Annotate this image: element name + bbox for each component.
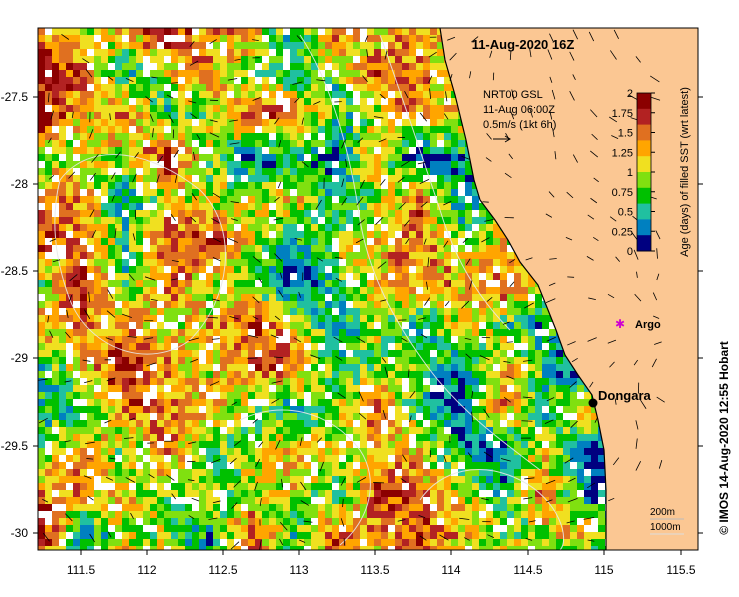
colorbar-tick-label: 0.25 — [612, 226, 633, 238]
y-tick-label: -28.5 — [1, 264, 29, 278]
credit-text: © IMOS 14-Aug-2020 12:55 Hobart — [717, 341, 731, 535]
x-tick-label: 114.5 — [513, 563, 542, 577]
colorbar-segment — [637, 204, 651, 220]
x-tick-label: 112.5 — [208, 563, 237, 577]
colorbar-tick-label: 1.25 — [612, 147, 633, 159]
colorbar-segment — [637, 156, 651, 172]
colorbar-tick-label: 2 — [627, 88, 633, 100]
isobath-200m: 200m — [650, 507, 675, 518]
y-tick-label: -29 — [11, 351, 29, 365]
black-dot-icon — [589, 399, 598, 408]
argo-label: Argo — [635, 319, 661, 331]
colorbar-segment — [637, 188, 651, 204]
y-tick-label: -29.5 — [1, 439, 29, 453]
colorbar-segment — [637, 172, 651, 188]
x-tick-label: 112 — [137, 563, 156, 577]
colorbar-tick-label: 1.5 — [618, 128, 633, 140]
colorbar-tick-label: 0.75 — [612, 187, 633, 199]
isobath-1000m: 1000m — [650, 522, 681, 533]
place-argo: ✱ Argo — [615, 317, 661, 331]
x-tick-label: 113 — [289, 563, 308, 577]
current-scale: 0.5m/s (1kt 6h) — [483, 119, 556, 131]
x-tick-label: 115 — [594, 563, 613, 577]
colorbar-segment — [637, 109, 651, 125]
magenta-star-icon: ✱ — [615, 317, 625, 331]
x-tick-label: 111.5 — [67, 563, 96, 577]
x-tick-label: 115.5 — [666, 563, 695, 577]
x-tick-label: 113.5 — [360, 563, 389, 577]
y-tick-label: -27.5 — [1, 90, 29, 104]
current-time: 11-Aug 06:00Z — [483, 104, 555, 116]
dongara-label: Dongara — [598, 388, 652, 403]
colorbar-tick-label: 0.5 — [618, 207, 633, 219]
colorbar-tick-label: 0 — [627, 246, 633, 258]
colorbar-segment — [637, 219, 651, 235]
colorbar-label: Age (days) of filled SST (wrt latest) — [679, 87, 691, 257]
y-tick-label: -30 — [11, 526, 29, 540]
x-tick-label: 114 — [441, 563, 460, 577]
colorbar-tick-label: 1.75 — [612, 108, 633, 120]
x-axis: 111.5 112 112.5 113 113.5 114 114.5 115 115.5 — [67, 550, 696, 577]
map-title: 11-Aug-2020 16Z — [472, 37, 575, 52]
colorbar-segment — [637, 125, 651, 141]
colorbar-segment — [637, 93, 651, 109]
current-product: NRT00 GSL — [483, 89, 543, 101]
colorbar-segment — [637, 140, 651, 156]
colorbar-segment — [637, 235, 651, 251]
colorbar-tick-label: 1 — [627, 167, 633, 179]
y-tick-label: -28 — [11, 177, 29, 191]
